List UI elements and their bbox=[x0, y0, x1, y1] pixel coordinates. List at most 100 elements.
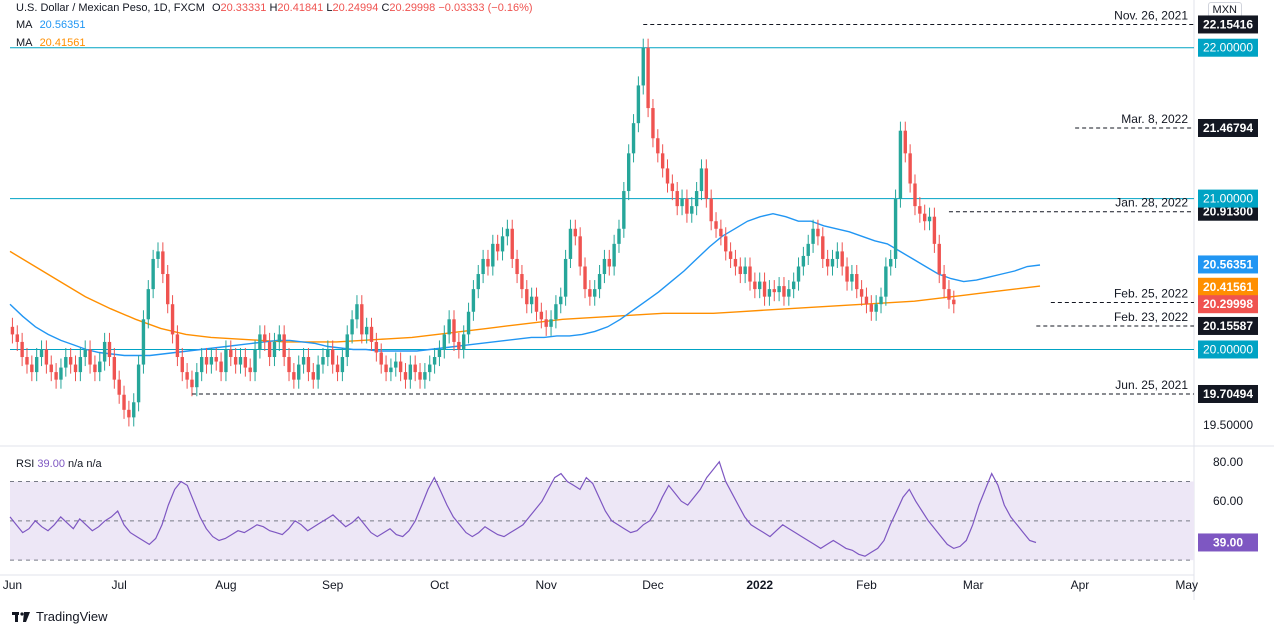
time-tick-11: May bbox=[1175, 578, 1198, 592]
rsi-tick-0: 80.00 bbox=[1213, 455, 1243, 469]
candle-body bbox=[297, 364, 301, 380]
candle-body bbox=[248, 367, 252, 373]
rsi-na-1: n/a bbox=[68, 458, 84, 470]
time-tick-6: Dec bbox=[642, 578, 663, 592]
candle-body bbox=[10, 326, 15, 335]
candle-body bbox=[481, 258, 485, 275]
time-tick-7: 2022 bbox=[746, 578, 773, 592]
candle-body bbox=[724, 236, 728, 252]
candle-body bbox=[437, 349, 442, 358]
high-value: 20.41841 bbox=[277, 2, 324, 14]
candle-body bbox=[146, 289, 150, 320]
candle-body bbox=[292, 372, 296, 380]
candle-body bbox=[403, 372, 408, 380]
price-tick-0: 22.00000 bbox=[1203, 41, 1253, 55]
candle-body bbox=[471, 289, 476, 312]
candle-body bbox=[646, 47, 650, 109]
candle-body bbox=[229, 349, 233, 358]
annotation-price-2: 20.91300 bbox=[1203, 205, 1253, 219]
candle-body bbox=[369, 326, 374, 342]
candle-body bbox=[175, 334, 180, 358]
candle-body bbox=[709, 198, 713, 222]
candle-body bbox=[777, 286, 781, 293]
candle-body bbox=[597, 274, 602, 290]
candle-body bbox=[316, 364, 320, 380]
change-value: −0.03333 (−0.16%) bbox=[438, 2, 533, 14]
rsi-na-2: n/a bbox=[86, 458, 102, 470]
time-tick-2: Aug bbox=[215, 578, 236, 592]
candle-body bbox=[830, 258, 835, 267]
candle-body bbox=[166, 274, 170, 305]
candle-body bbox=[132, 402, 136, 418]
candle-body bbox=[602, 258, 607, 275]
annotation-price-tag-5 bbox=[1198, 384, 1258, 403]
candle-body bbox=[864, 296, 869, 305]
annotation-price-tag-4 bbox=[1198, 316, 1258, 335]
candle-body bbox=[263, 334, 267, 342]
candle-body bbox=[83, 349, 87, 358]
ma1-line bbox=[9, 212, 1041, 357]
ma1-legend: MA 20.56351 bbox=[16, 18, 85, 32]
candle-body bbox=[233, 357, 238, 365]
open-label: O bbox=[211, 2, 221, 14]
candle-body bbox=[879, 296, 883, 305]
candle-body bbox=[665, 168, 670, 184]
candle-body bbox=[209, 357, 214, 365]
brand-name: TradingView bbox=[36, 609, 108, 624]
candle-body bbox=[660, 153, 665, 169]
candle-body bbox=[185, 372, 189, 380]
candle-body bbox=[787, 289, 791, 297]
symbol-legend: U.S. Dollar / Mexican Peso, 1D, FXCM O20… bbox=[16, 1, 533, 15]
candle-body bbox=[593, 289, 597, 297]
candle-body bbox=[825, 258, 830, 267]
candle-body bbox=[214, 357, 218, 362]
candle-body bbox=[937, 243, 941, 275]
candle-body bbox=[617, 228, 621, 244]
candle-body bbox=[195, 372, 199, 388]
candle-body bbox=[675, 191, 679, 207]
candle-body bbox=[127, 409, 131, 418]
candle-body bbox=[927, 216, 932, 222]
candle-body bbox=[568, 228, 573, 259]
candle-body bbox=[54, 372, 58, 380]
candle-body bbox=[102, 341, 107, 362]
annotation-label-0: Nov. 26, 2021 bbox=[1114, 8, 1188, 22]
close-label: C bbox=[381, 2, 390, 14]
price-label-box-1 bbox=[1198, 277, 1258, 296]
candle-body bbox=[549, 319, 553, 327]
candle-body bbox=[588, 289, 592, 297]
candle-body bbox=[704, 168, 709, 199]
rsi-legend: RSI 39.00 n/a n/a bbox=[16, 458, 102, 470]
ma2-value: 20.41561 bbox=[39, 37, 86, 49]
time-tick-8: Feb bbox=[856, 578, 877, 592]
open-value: 20.33331 bbox=[220, 2, 267, 14]
candle-body bbox=[525, 289, 529, 305]
candle-body bbox=[816, 228, 820, 237]
candle-body bbox=[733, 258, 738, 267]
candle-body bbox=[714, 221, 718, 229]
candle-body bbox=[728, 251, 733, 259]
candle-body bbox=[573, 228, 578, 237]
candle-body bbox=[394, 361, 398, 368]
candle-body bbox=[64, 357, 68, 368]
annotation-label-2: Jan. 28, 2022 bbox=[1115, 196, 1188, 210]
candle-body bbox=[340, 357, 345, 373]
time-tick-0: Jun bbox=[3, 578, 22, 592]
ma1-value: 20.56351 bbox=[39, 19, 86, 31]
candle-body bbox=[500, 236, 505, 252]
candle-body bbox=[699, 168, 704, 192]
candle-body bbox=[199, 357, 204, 373]
tradingview-brand[interactable]: TradingView bbox=[12, 609, 108, 624]
candle-body bbox=[408, 364, 413, 380]
candle-body bbox=[452, 319, 456, 342]
time-tick-10: Apr bbox=[1071, 578, 1090, 592]
candle-body bbox=[607, 258, 611, 267]
candle-body bbox=[583, 266, 587, 290]
candle-body bbox=[806, 243, 810, 256]
high-label: H bbox=[269, 2, 278, 14]
candle-body bbox=[330, 349, 335, 365]
candle-body bbox=[180, 357, 184, 373]
candle-body bbox=[515, 258, 519, 275]
candle-body bbox=[78, 357, 83, 373]
